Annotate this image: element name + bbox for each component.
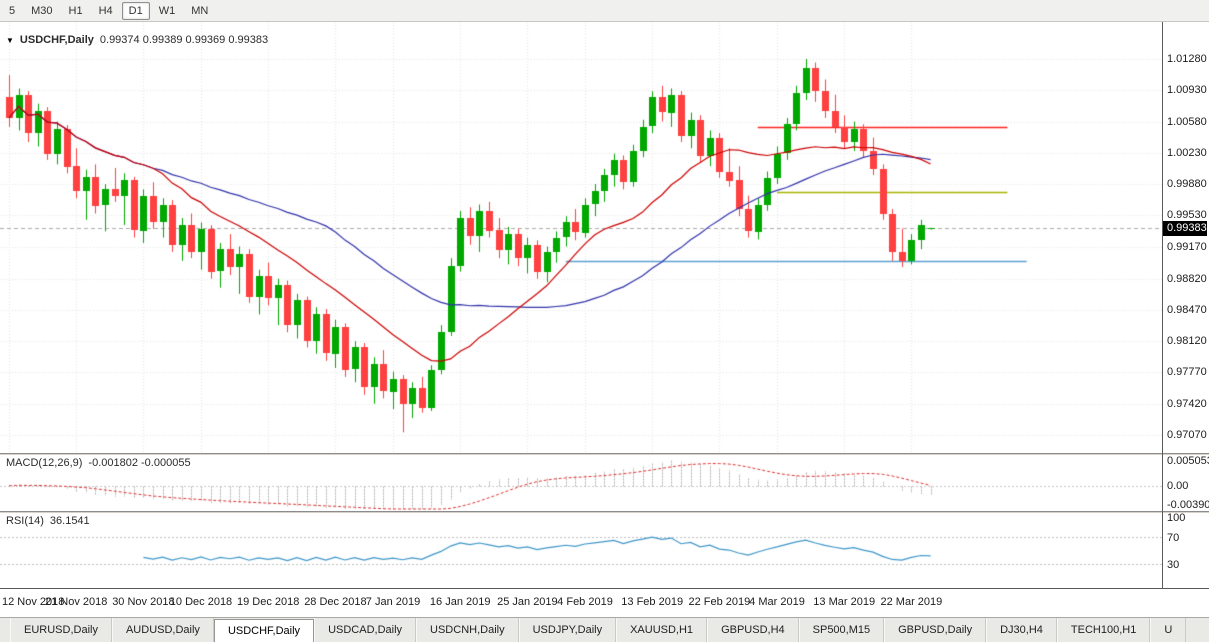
rsi-indicator-label: RSI(14) 36.1541 <box>6 515 90 527</box>
date-tick-label: 28 Dec 2018 <box>304 596 367 608</box>
price-tick-label: 1.00230 <box>1167 146 1207 159</box>
timeframe-button-H1[interactable]: H1 <box>68 4 83 17</box>
price-tick-label: 0.97420 <box>1167 397 1207 410</box>
chart-tab-xauusd-h1[interactable]: XAUUSD,H1 <box>616 618 708 642</box>
price-tick-label: 0.99530 <box>1167 209 1207 222</box>
price-tick-label: 0.97770 <box>1167 366 1207 379</box>
date-tick-label: 7 Jan 2019 <box>365 596 421 608</box>
macd-current-values: -0.001802 -0.000055 <box>88 457 191 469</box>
rsi-tick-label: 70 <box>1167 532 1180 545</box>
price-tick-label: 0.97070 <box>1167 429 1207 441</box>
date-tick-label: 30 Nov 2018 <box>112 596 175 608</box>
chart-tab-audusd-daily[interactable]: AUDUSD,Daily <box>111 618 214 642</box>
date-tick-label: 13 Mar 2019 <box>813 596 876 608</box>
price-tick-label: 0.98820 <box>1167 272 1207 285</box>
date-tick-label: 22 Mar 2019 <box>880 596 943 608</box>
chart-tab-u[interactable]: U <box>1150 618 1187 642</box>
timeframe-toolbar: 5 M30 H1 H4 D1 W1 MN <box>0 0 1209 22</box>
rsi-name: RSI(14) <box>6 515 44 527</box>
chart-tab-gbpusd-daily[interactable]: GBPUSD,Daily <box>884 618 987 642</box>
macd-tick-label: 0.005053 <box>1167 455 1209 467</box>
price-tick-label: 0.98120 <box>1167 335 1207 348</box>
time-axis[interactable]: 12 Nov 2018 21 Nov 2018 30 Nov 2018 10 Dec … <box>0 588 1209 617</box>
date-tick-label: 10 Dec 2018 <box>169 596 233 608</box>
date-tick-label: 21 Nov 2018 <box>44 596 108 608</box>
timeframe-button-M30[interactable]: M30 <box>31 4 53 17</box>
chart-tab-eurusd-daily[interactable]: EURUSD,Daily <box>10 618 112 642</box>
price-pane-canvas[interactable] <box>0 22 1162 453</box>
chart-tab-dj30-h4[interactable]: DJ30,H4 <box>986 618 1057 642</box>
price-axis-border <box>1162 22 1163 588</box>
macd-name: MACD(12,26,9) <box>6 457 83 469</box>
chart-tab-sp500-m15[interactable]: SP500,M15 <box>798 618 885 642</box>
macd-tick-label: -0.003909 <box>1167 499 1209 511</box>
date-tick-label: 4 Mar 2019 <box>749 596 805 608</box>
date-tick-label: 25 Jan 2019 <box>497 596 558 608</box>
date-tick-label: 19 Dec 2018 <box>236 596 300 608</box>
price-tick-label: 1.00930 <box>1167 84 1207 97</box>
macd-tick-label: 0.00 <box>1167 479 1189 492</box>
current-price-badge: 0.99383 <box>1163 221 1207 237</box>
chart-tab-usdjpy-daily[interactable]: USDJPY,Daily <box>518 618 617 642</box>
rsi-current-value: 36.1541 <box>49 515 90 527</box>
pane-divider[interactable] <box>0 453 1209 455</box>
timeframe-button-D1[interactable]: D1 <box>121 1 150 20</box>
price-tick-label: 0.99170 <box>1167 241 1207 254</box>
date-tick-label: 4 Feb 2019 <box>557 596 613 608</box>
chart-symbol-ohlc: ▼ USDCHF,Daily 0.99374 0.99389 0.99369 0… <box>6 34 268 46</box>
chart-tab-bar: EURUSD,Daily AUDUSD,Daily USDCHF,Daily USDC… <box>0 617 1209 642</box>
chart-tab-usdcnh-daily[interactable]: USDCNH,Daily <box>416 618 519 642</box>
timeframe-button-5[interactable]: 5 <box>9 4 16 17</box>
date-tick-label: 22 Feb 2019 <box>688 596 751 608</box>
rsi-pane-canvas[interactable] <box>0 513 1162 588</box>
chart-dropdown-icon[interactable]: ▼ <box>6 35 14 45</box>
ohlc-values: 0.99374 0.99389 0.99369 0.99383 <box>99 34 269 46</box>
date-tick-label: 13 Feb 2019 <box>621 596 684 608</box>
date-tick-label: 12 Nov 2018 <box>2 596 65 608</box>
price-tick-label: 0.98470 <box>1167 303 1207 316</box>
date-tick-label: 16 Jan 2019 <box>429 596 491 608</box>
symbol-title: USDCHF,Daily <box>19 34 94 46</box>
price-tick-label: 0.99880 <box>1167 178 1207 191</box>
rsi-tick-label: 30 <box>1167 558 1180 571</box>
price-tick-label: 1.00580 <box>1167 115 1207 128</box>
timeframe-button-W1[interactable]: W1 <box>158 4 176 17</box>
chart-tab-gbpusd-h4[interactable]: GBPUSD,H4 <box>707 618 799 642</box>
chart-tab-usdchf-daily[interactable]: USDCHF,Daily <box>213 619 315 642</box>
macd-indicator-label: MACD(12,26,9) -0.001802 -0.000055 <box>6 457 191 469</box>
timeframe-button-H4[interactable]: H4 <box>98 4 113 17</box>
pane-divider[interactable] <box>0 511 1209 513</box>
chart-tab-tech100-h1[interactable]: TECH100,H1 <box>1056 618 1151 642</box>
macd-pane-canvas[interactable] <box>0 455 1162 511</box>
price-tick-label: 1.01280 <box>1167 53 1207 65</box>
chart-tab-usdcad-daily[interactable]: USDCAD,Daily <box>314 618 417 642</box>
timeframe-button-MN[interactable]: MN <box>191 4 209 17</box>
rsi-tick-label: 100 <box>1167 512 1186 524</box>
